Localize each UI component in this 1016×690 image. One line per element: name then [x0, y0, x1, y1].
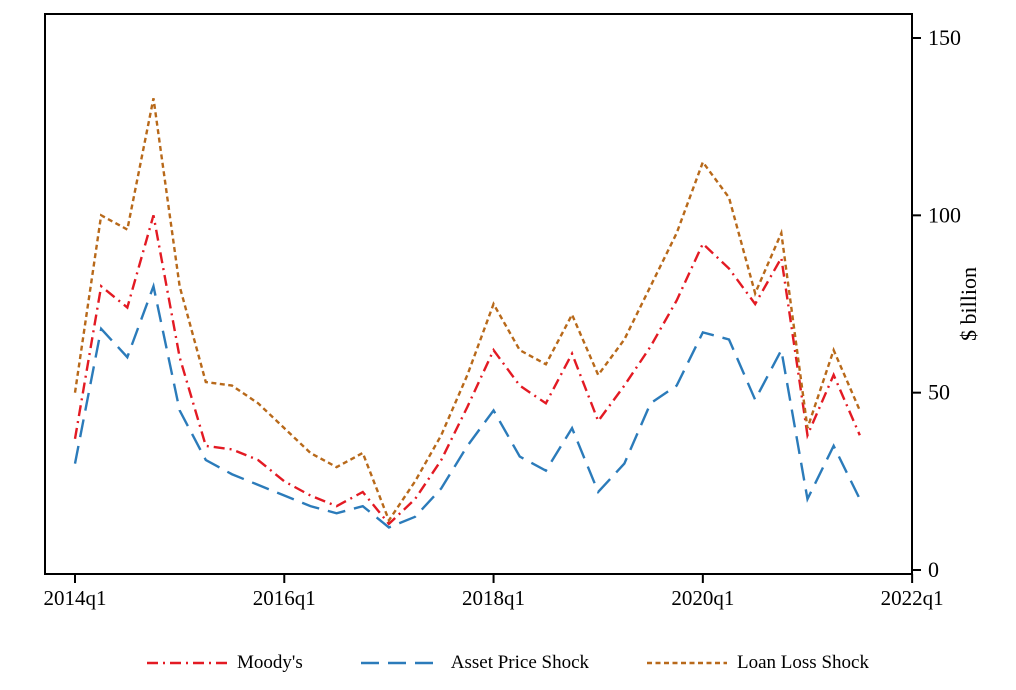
y-tick-label: 100: [928, 202, 961, 227]
legend-item-asset-price-shock: Asset Price Shock: [360, 652, 590, 674]
y-tick-label: 50: [928, 380, 950, 405]
y-axis-title: $ billion: [956, 267, 981, 341]
legend-line-sample: [360, 661, 441, 665]
series-line-asset-price-shock: [73, 281, 861, 529]
x-axis: 2014q1 2016q1 2018q1 2020q1 2022q1: [44, 574, 944, 610]
legend-item-moody-s: Moody's: [147, 652, 303, 674]
legend-line-sample: [147, 661, 228, 665]
x-tick-label: 2014q1: [44, 586, 107, 610]
legend-label: Asset Price Shock: [450, 652, 590, 673]
legend-line-sample: [647, 661, 728, 665]
y-tick-label: 0: [928, 557, 939, 582]
series-line-moody-s: [73, 215, 861, 526]
series-line-loan-loss-shock: [73, 98, 861, 523]
x-tick-label: 2018q1: [462, 586, 525, 610]
plot-border: [44, 13, 913, 575]
chart-legend: Moody's Asset Price Shock Loan Loss Shock: [0, 652, 1016, 674]
x-tick-label: 2016q1: [253, 586, 316, 610]
y-tick-label: 150: [928, 25, 961, 50]
y-axis: 0 50 100 150: [912, 25, 961, 582]
legend-item-loan-loss-shock: Loan Loss Shock: [647, 652, 869, 674]
x-tick-label: 2022q1: [881, 586, 944, 610]
legend-label: Moody's: [237, 652, 303, 673]
x-tick-label: 2020q1: [671, 586, 734, 610]
legend-label: Loan Loss Shock: [737, 652, 869, 673]
series-lines: [73, 98, 861, 529]
